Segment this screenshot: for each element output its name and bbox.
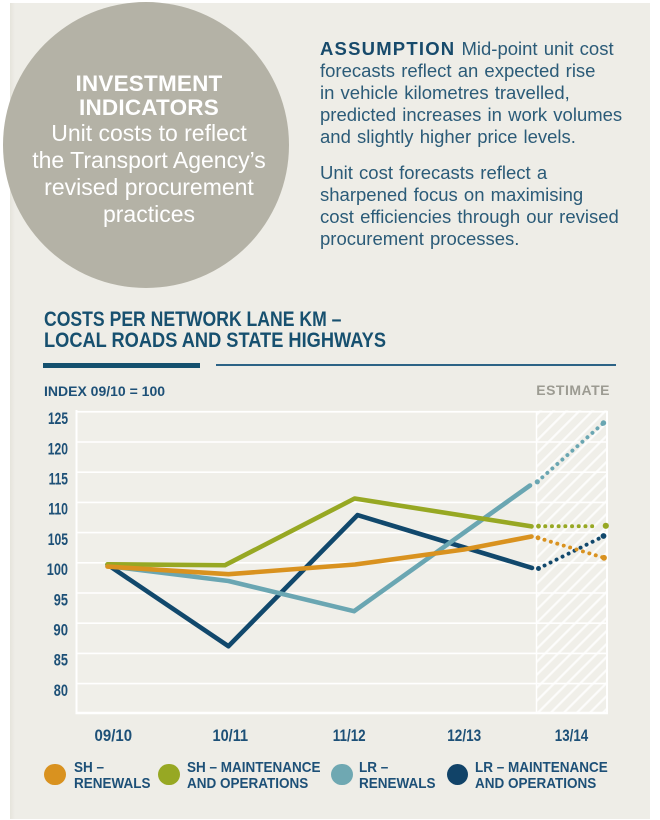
svg-text:95: 95 (54, 591, 68, 609)
svg-text:105: 105 (48, 531, 68, 549)
svg-text:100: 100 (47, 561, 68, 579)
svg-text:115: 115 (49, 471, 68, 489)
svg-text:09/10: 09/10 (95, 727, 133, 745)
svg-text:12/13: 12/13 (447, 727, 481, 745)
svg-text:80: 80 (54, 682, 68, 700)
svg-text:11/12: 11/12 (333, 727, 366, 745)
svg-text:90: 90 (53, 622, 68, 640)
svg-text:85: 85 (54, 652, 68, 670)
svg-text:110: 110 (48, 501, 68, 519)
svg-text:10/11: 10/11 (213, 727, 249, 745)
svg-text:120: 120 (48, 440, 68, 458)
svg-text:13/14: 13/14 (555, 727, 589, 745)
svg-text:125: 125 (48, 410, 68, 428)
